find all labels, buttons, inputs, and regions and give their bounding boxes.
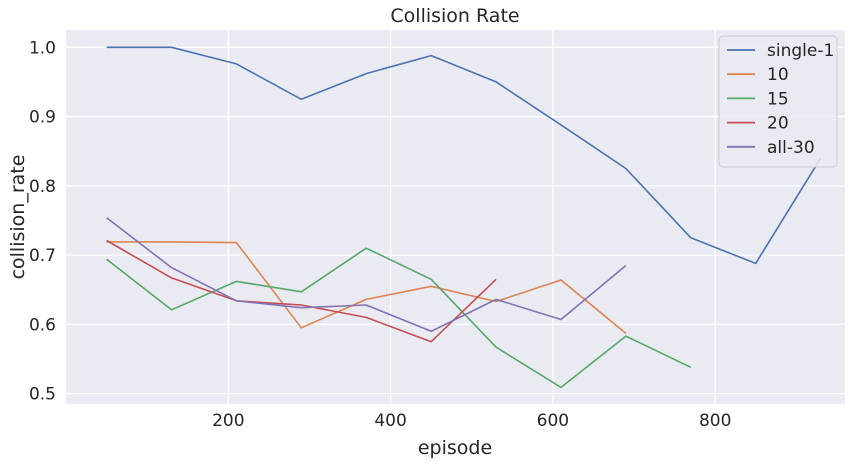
y-tick-label: 0.7 — [29, 246, 56, 266]
legend-label: 10 — [767, 65, 789, 85]
series-line-0 — [106, 46, 822, 265]
x-tick-labels: 200 400 600 800 — [212, 411, 731, 431]
y-tick-label: 0.8 — [29, 177, 56, 197]
series-line-3 — [106, 239, 497, 343]
y-axis-label: collision_rate — [7, 155, 29, 280]
chart-title: Collision Rate — [390, 5, 519, 27]
legend-label: 15 — [767, 89, 789, 109]
x-tick-label: 800 — [699, 411, 731, 431]
y-tick-labels: 0.5 0.6 0.7 0.8 0.9 1.0 — [29, 38, 56, 404]
x-axis-label: episode — [418, 437, 492, 459]
y-tick-label: 1.0 — [29, 38, 56, 58]
legend: single-1 10 15 20 all-30 — [718, 35, 838, 168]
grid-lines — [66, 30, 845, 404]
series-line-1 — [106, 241, 627, 335]
x-tick-label: 200 — [212, 411, 244, 431]
y-tick-label: 0.9 — [29, 108, 56, 128]
legend-box — [718, 35, 838, 168]
legend-label: all-30 — [767, 138, 815, 158]
y-tick-label: 0.5 — [29, 385, 56, 405]
x-tick-label: 400 — [374, 411, 406, 431]
x-tick-label: 600 — [537, 411, 569, 431]
series-lines — [106, 46, 822, 389]
y-tick-label: 0.6 — [29, 315, 56, 335]
series-line-2 — [106, 247, 692, 389]
legend-label: single-1 — [767, 41, 834, 61]
series-line-4 — [106, 217, 627, 333]
legend-label: 20 — [767, 114, 789, 134]
